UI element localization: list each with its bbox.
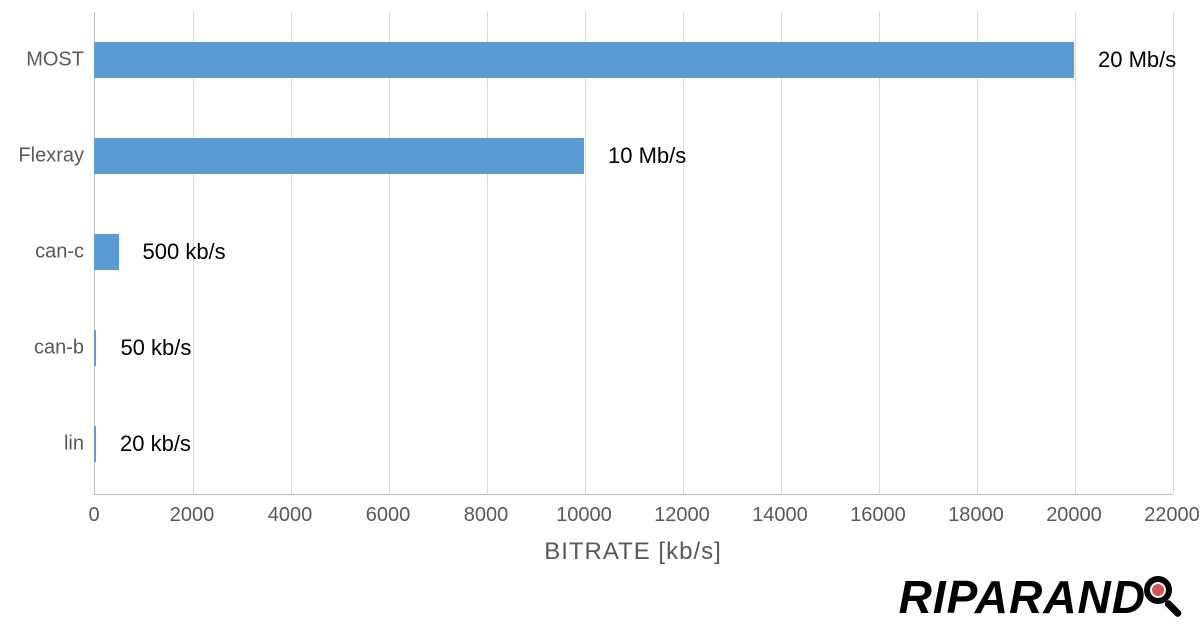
- y-tick-label: MOST: [26, 49, 84, 72]
- bar: [94, 330, 96, 366]
- magnifier-icon: [1142, 574, 1188, 620]
- gridline: [291, 12, 292, 494]
- gridline: [487, 12, 488, 494]
- x-tick-label: 2000: [170, 504, 215, 527]
- x-tick-label: 14000: [752, 504, 808, 527]
- bar: [94, 426, 96, 462]
- y-tick-label: can-c: [35, 241, 84, 264]
- gridline: [781, 12, 782, 494]
- x-tick-label: 20000: [1046, 504, 1102, 527]
- x-tick-label: 4000: [268, 504, 313, 527]
- plot-area: [94, 12, 1173, 495]
- x-tick-label: 18000: [948, 504, 1004, 527]
- x-axis-label: BITRATE [kb/s]: [544, 538, 722, 566]
- x-tick-label: 6000: [366, 504, 411, 527]
- y-tick-label: lin: [64, 433, 84, 456]
- y-tick-label: Flexray: [18, 145, 84, 168]
- bar-value-label: 500 kb/s: [143, 239, 226, 265]
- bar-value-label: 10 Mb/s: [608, 143, 686, 169]
- gridline: [879, 12, 880, 494]
- x-tick-label: 8000: [464, 504, 509, 527]
- bar-value-label: 50 kb/s: [120, 335, 191, 361]
- bar: [94, 234, 119, 270]
- bar: [94, 138, 584, 174]
- gridline: [977, 12, 978, 494]
- brand-text: RIPARAND: [899, 570, 1146, 624]
- gridline: [1173, 12, 1174, 494]
- x-tick-label: 10000: [556, 504, 612, 527]
- gridline: [585, 12, 586, 494]
- bar: [94, 42, 1074, 78]
- gridline: [389, 12, 390, 494]
- brand-logo: RIPARAND: [899, 570, 1188, 624]
- x-tick-label: 0: [88, 504, 99, 527]
- bar-value-label: 20 kb/s: [120, 431, 191, 457]
- gridline: [683, 12, 684, 494]
- chart-container: BITRATE [kb/s] RIPARAND 0 2000 4000 6000 800…: [0, 0, 1200, 630]
- gridline: [1075, 12, 1076, 494]
- x-tick-label: 22000: [1144, 504, 1200, 527]
- x-tick-label: 12000: [654, 504, 710, 527]
- y-tick-label: can-b: [34, 337, 84, 360]
- x-tick-label: 16000: [850, 504, 906, 527]
- bar-value-label: 20 Mb/s: [1098, 47, 1176, 73]
